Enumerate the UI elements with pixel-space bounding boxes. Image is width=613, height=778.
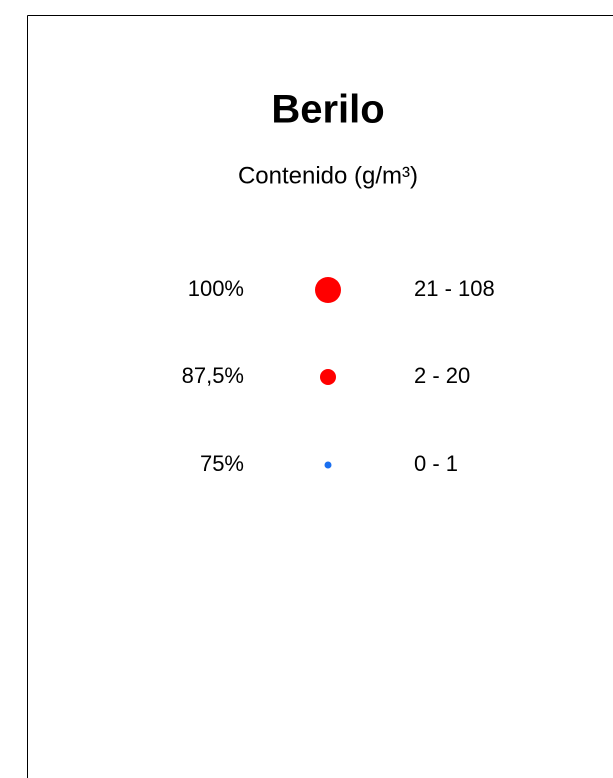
percent-label: 75% [200, 451, 244, 476]
percent-label: 87,5% [182, 363, 244, 388]
legend-title: Berilo [271, 88, 384, 132]
legend-symbol [315, 277, 341, 303]
range-label: 0 - 1 [414, 451, 458, 476]
legend-subtitle: Contenido (g/m³) [238, 162, 418, 189]
range-label: 2 - 20 [414, 363, 470, 388]
legend-symbol [320, 369, 336, 385]
range-label: 21 - 108 [414, 276, 495, 301]
legend-symbol [324, 461, 332, 469]
percent-label: 100% [188, 276, 244, 301]
